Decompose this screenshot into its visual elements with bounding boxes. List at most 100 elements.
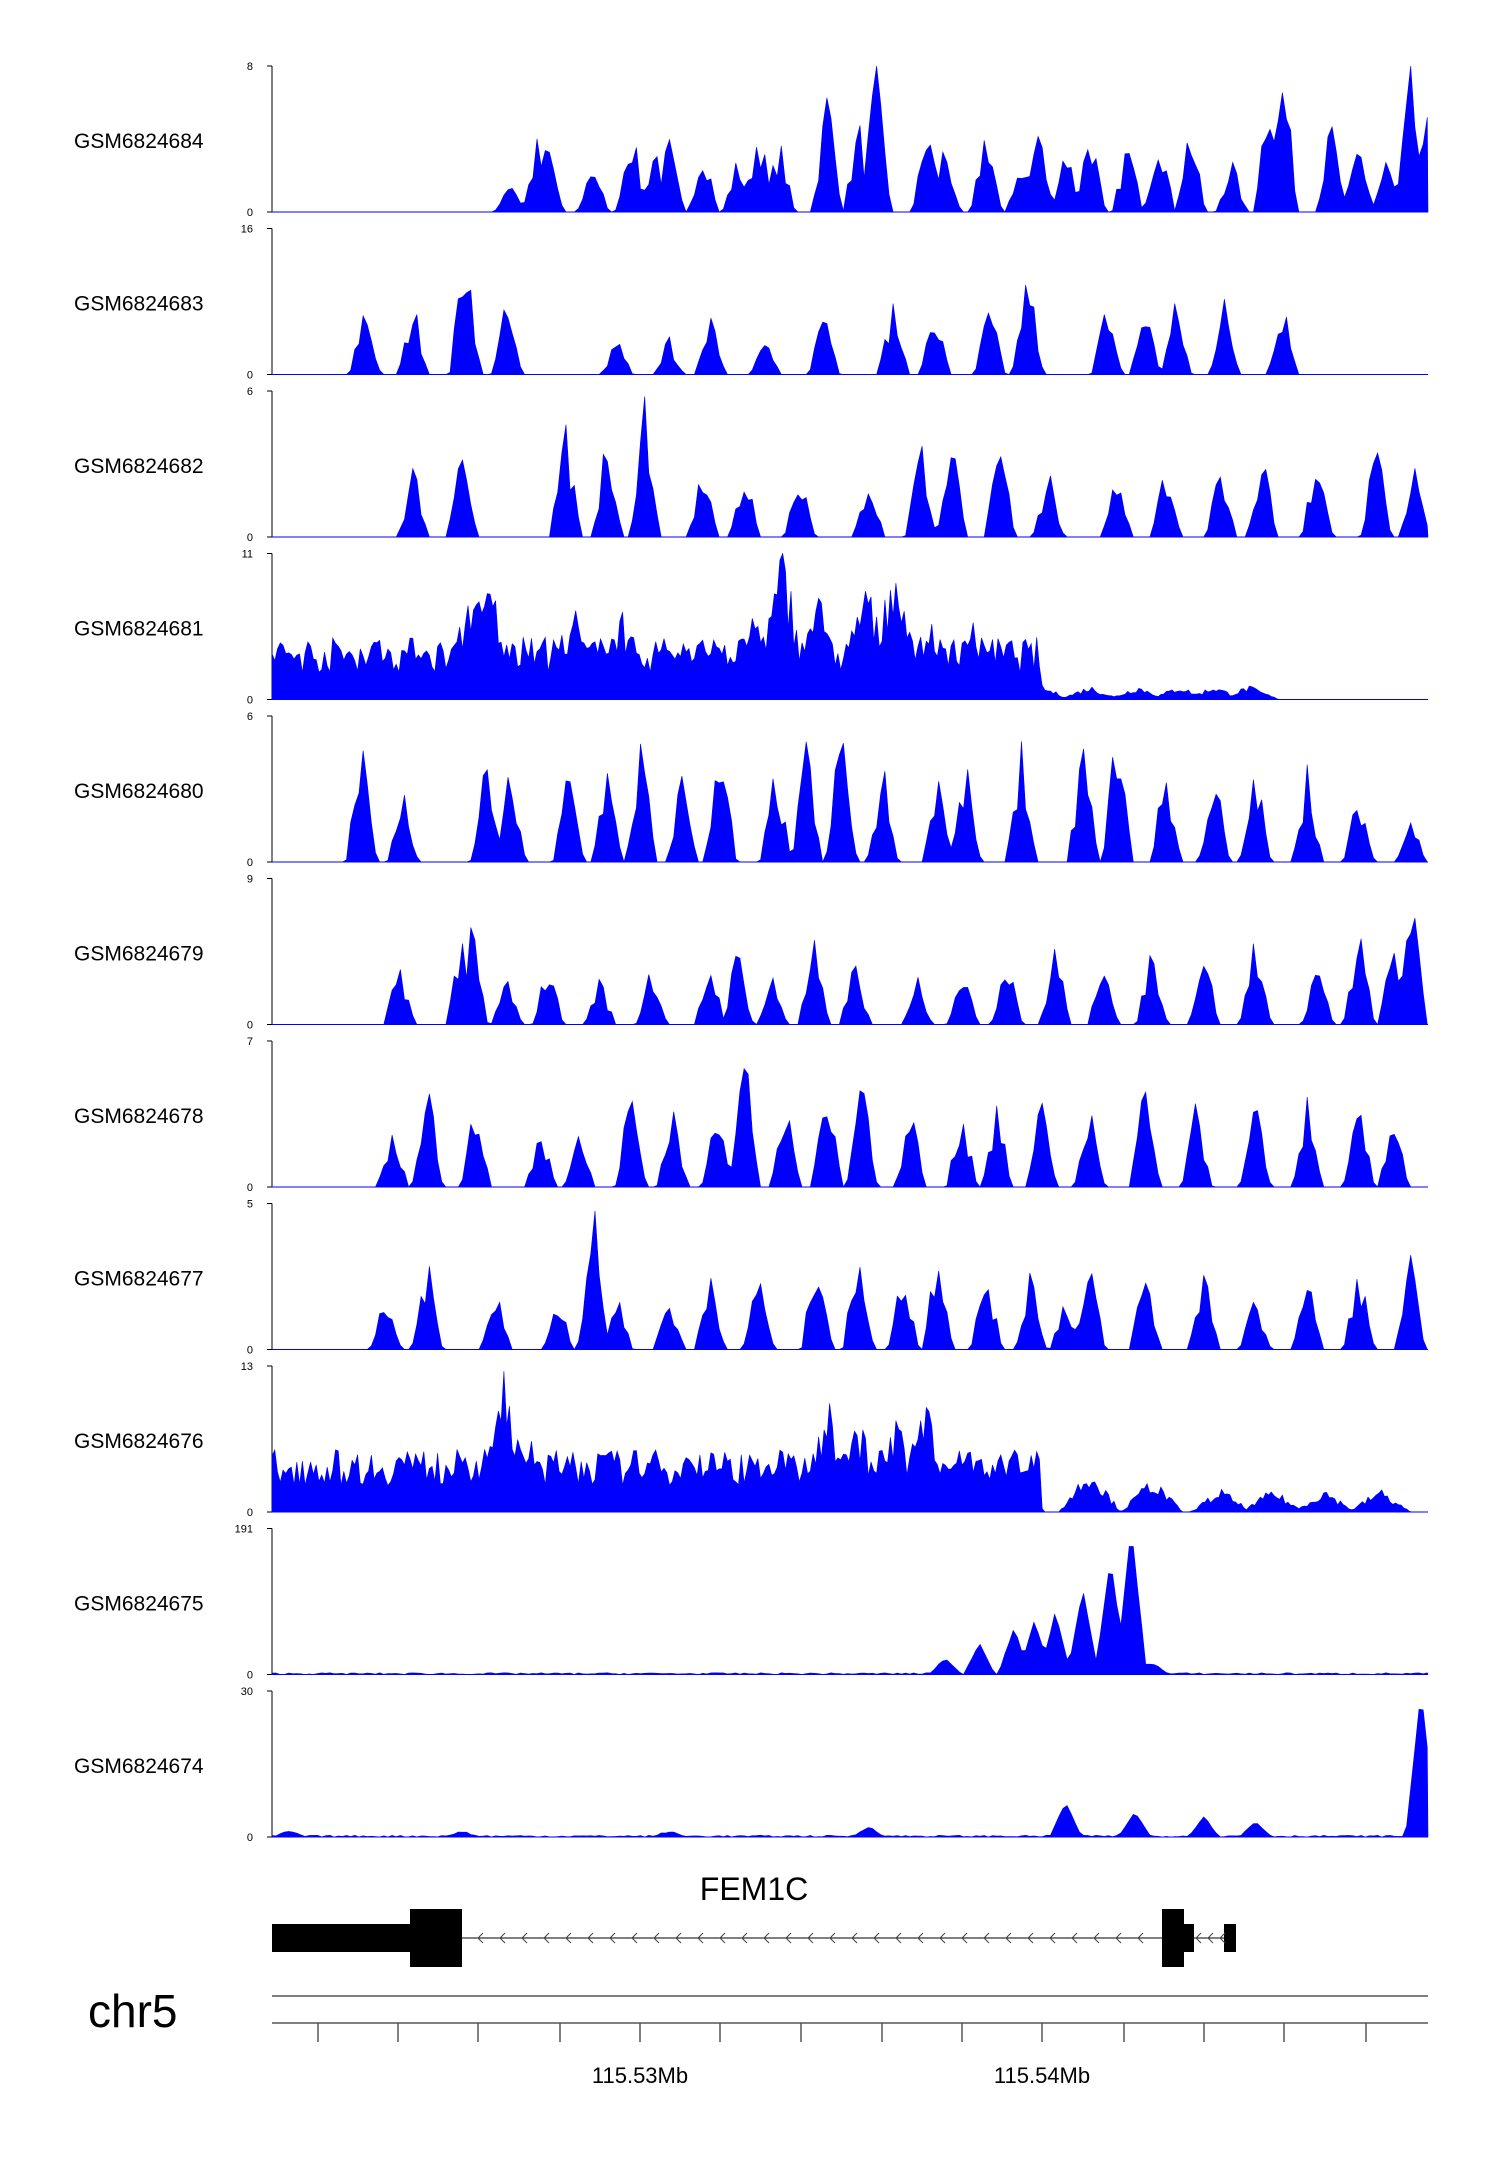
strand-arrow [1195, 1932, 1202, 1944]
strand-arrow [477, 1932, 484, 1944]
strand-arrow [675, 1932, 682, 1944]
y-tick-label-min: 0 [247, 1345, 253, 1357]
signal-area [272, 65, 1429, 213]
strand-arrow [1049, 1932, 1056, 1944]
strand-arrow [587, 1932, 594, 1944]
strand-arrow [543, 1932, 550, 1944]
gene-body [272, 1909, 1236, 1967]
strand-arrow [851, 1932, 858, 1944]
strand-arrow [1005, 1932, 1012, 1944]
y-tick-label-min: 0 [247, 695, 253, 707]
track-GSM6824678: GSM6824678 7 0 [74, 1036, 1428, 1194]
signal-area [272, 285, 1428, 375]
signal-area [272, 396, 1429, 538]
track-GSM6824674: GSM6824674 30 0 [74, 1686, 1429, 1844]
track-name-label: GSM6824684 [74, 130, 204, 153]
strand-arrow [1137, 1932, 1144, 1944]
signal-area [271, 1371, 1428, 1513]
y-tick-label-max: 6 [247, 386, 253, 398]
track-GSM6824684: GSM6824684 8 0 [74, 61, 1429, 219]
y-tick-label-max: 16 [241, 224, 253, 236]
y-tick-label-max: 30 [241, 1686, 253, 1698]
y-tick-label-min: 0 [247, 370, 253, 382]
strand-arrow [961, 1932, 968, 1944]
y-tick-label-min: 0 [247, 207, 253, 219]
strand-arrow [1207, 1932, 1214, 1944]
track-name-label: GSM6824681 [74, 618, 204, 641]
track-name-label: GSM6824674 [74, 1755, 204, 1778]
strand-arrow [565, 1932, 572, 1944]
track-GSM6824681: GSM6824681 11 0 [74, 549, 1428, 707]
y-tick-label-max: 13 [241, 1361, 253, 1373]
strand-arrow [1115, 1932, 1122, 1944]
strand-arrow [829, 1932, 836, 1944]
exon-coding [410, 1909, 462, 1967]
y-tick-label-max: 8 [247, 61, 253, 73]
track-GSM6824677: GSM6824677 5 0 [74, 1199, 1428, 1357]
strand-arrow [741, 1932, 748, 1944]
signal-area [271, 1546, 1429, 1675]
strand-arrow [917, 1932, 924, 1944]
signal-tracks: GSM682468480GSM6824683160GSM682468260GSM… [74, 61, 1429, 1844]
signal-area [272, 1067, 1428, 1188]
exon-utr [1184, 1924, 1194, 1952]
strand-arrow [499, 1932, 506, 1944]
strand-arrow [1219, 1932, 1226, 1944]
strand-arrow [1027, 1932, 1034, 1944]
strand-arrow [631, 1932, 638, 1944]
y-tick-label-min: 0 [247, 1507, 253, 1519]
strand-arrow [609, 1932, 616, 1944]
strand-arrow [653, 1932, 660, 1944]
axis-tick-label: 115.54Mb [994, 2063, 1090, 2088]
axis-tick-label: 115.53Mb [592, 2063, 688, 2088]
strand-arrow [521, 1932, 528, 1944]
strand-arrow [873, 1932, 880, 1944]
strand-arrow [895, 1932, 902, 1944]
strand-arrow [939, 1932, 946, 1944]
signal-area [271, 1708, 1429, 1838]
y-tick-label-min: 0 [247, 1182, 253, 1194]
track-GSM6824675: GSM6824675 191 0 [74, 1524, 1429, 1682]
y-tick-label-max: 5 [247, 1199, 253, 1211]
strand-arrow [1093, 1932, 1100, 1944]
strand-arrow [1071, 1932, 1078, 1944]
y-tick-label-max: 191 [235, 1524, 253, 1536]
track-name-label: GSM6824678 [74, 1105, 204, 1128]
chromosome-label: chr5 [88, 1985, 177, 2037]
strand-arrow [719, 1932, 726, 1944]
signal-area [272, 917, 1428, 1026]
strand-arrow [807, 1932, 814, 1944]
y-tick-label-min: 0 [247, 1020, 253, 1032]
track-name-label: GSM6824682 [74, 455, 204, 478]
y-tick-label-min: 0 [247, 532, 253, 544]
axis-ticks: 115.53Mb 115.54Mb [317, 2023, 1367, 2088]
y-tick-label-max: 9 [247, 874, 253, 886]
strand-arrow [785, 1932, 792, 1944]
strand-arrow [763, 1932, 770, 1944]
track-name-label: GSM6824680 [74, 780, 204, 803]
track-name-label: GSM6824677 [74, 1268, 204, 1291]
track-GSM6824683: GSM6824683 16 0 [74, 224, 1428, 382]
y-tick-label-max: 7 [247, 1036, 253, 1048]
gene-label: FEM1C [700, 1871, 808, 1907]
track-GSM6824679: GSM6824679 9 0 [74, 874, 1428, 1032]
signal-area [272, 741, 1428, 864]
y-tick-label-min: 0 [247, 1670, 253, 1682]
exon-coding [1162, 1909, 1184, 1967]
strand-arrow [983, 1932, 990, 1944]
signal-area [271, 552, 1428, 700]
track-name-label: GSM6824679 [74, 943, 204, 966]
strand-arrow [697, 1932, 704, 1944]
exon-utr [272, 1924, 412, 1952]
track-GSM6824680: GSM6824680 6 0 [74, 711, 1428, 869]
exon-utr [1224, 1924, 1236, 1952]
track-name-label: GSM6824675 [74, 1593, 204, 1616]
y-tick-label-min: 0 [247, 1832, 253, 1844]
track-name-label: GSM6824676 [74, 1430, 204, 1453]
track-GSM6824682: GSM6824682 6 0 [74, 386, 1429, 544]
chromosome-axis: chr5 115.53Mb 115.54Mb [88, 1985, 1428, 2088]
y-tick-label-max: 11 [242, 549, 253, 561]
signal-area [272, 1210, 1428, 1351]
track-GSM6824676: GSM6824676 13 0 [74, 1361, 1428, 1519]
